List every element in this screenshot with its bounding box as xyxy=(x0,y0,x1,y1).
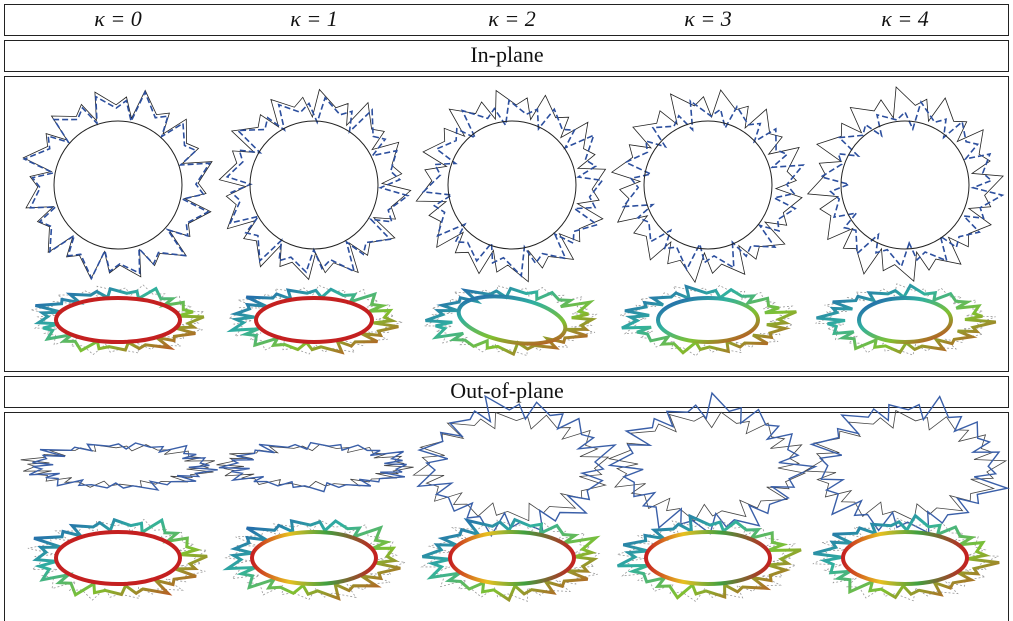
ring xyxy=(448,121,576,249)
ring xyxy=(841,121,969,249)
column-header: κ = 3 xyxy=(684,6,731,31)
illustrations xyxy=(21,87,1008,602)
deformed-shape xyxy=(623,101,803,270)
column-header: κ = 1 xyxy=(290,6,337,31)
reference-shape xyxy=(609,412,805,521)
colored-ring xyxy=(646,532,770,584)
reference-shape xyxy=(414,413,609,521)
section-title: In-plane xyxy=(470,42,543,67)
column-header: κ = 4 xyxy=(881,6,928,31)
page: {"header": {"columns": ["κ = 0", "κ = 1"… xyxy=(0,0,1013,621)
colored-ring xyxy=(658,298,758,342)
colored-ring xyxy=(56,298,180,342)
deformed-shape xyxy=(610,393,815,533)
colored-ring xyxy=(843,532,967,584)
figure: κ = 0 κ = 1 κ = 2 κ = 3 κ = 4 In-plane O… xyxy=(0,0,1013,621)
deformed-shape xyxy=(418,396,615,536)
section-title: Out-of-plane xyxy=(450,378,564,403)
deformed-shape xyxy=(227,98,408,272)
colored-ring xyxy=(859,298,951,342)
deformed-shape xyxy=(29,443,218,490)
ring xyxy=(644,121,772,249)
reference-shape xyxy=(612,90,802,282)
colored-ring xyxy=(450,532,574,584)
reference-shape xyxy=(23,90,212,279)
column-header: κ = 2 xyxy=(488,6,535,31)
colored-ring xyxy=(56,532,180,584)
reference-shape xyxy=(416,91,605,282)
deformed-shape xyxy=(812,397,1008,533)
column-header: κ = 0 xyxy=(94,6,141,31)
ring xyxy=(250,121,378,249)
colored-ring xyxy=(256,298,372,342)
colored-ring xyxy=(455,289,569,351)
ring xyxy=(54,121,182,249)
reference-shape xyxy=(217,444,414,487)
colored-ring xyxy=(252,532,376,584)
